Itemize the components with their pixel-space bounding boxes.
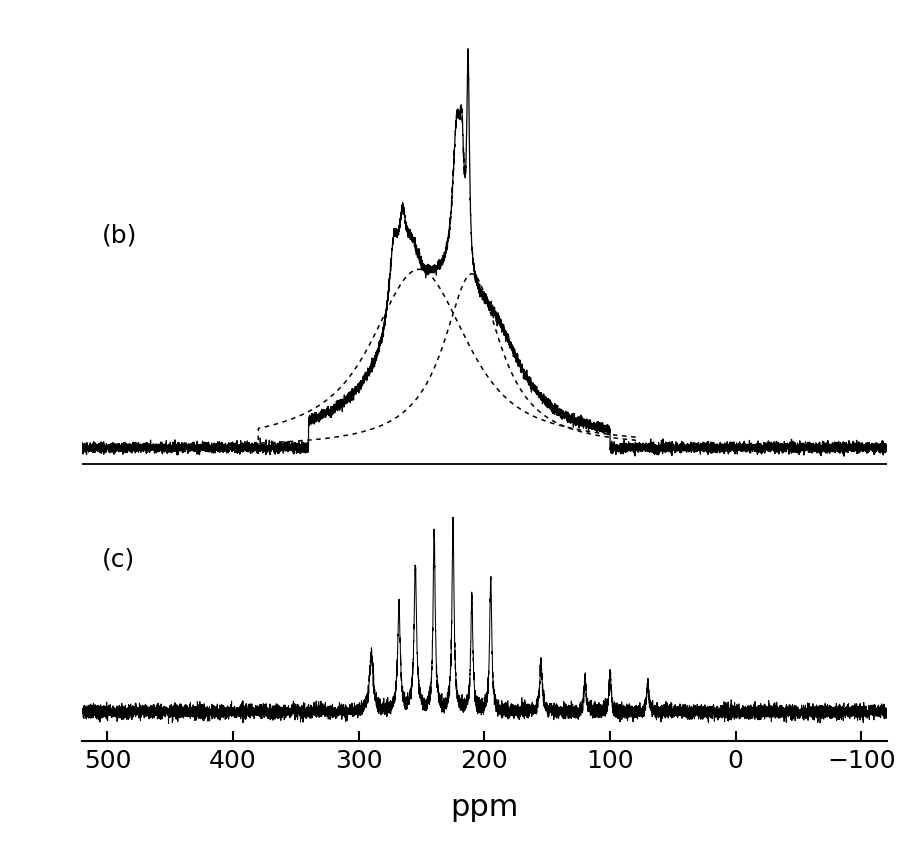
Text: (c): (c) — [102, 547, 135, 571]
Text: (b): (b) — [102, 223, 138, 247]
X-axis label: ppm: ppm — [451, 792, 518, 822]
